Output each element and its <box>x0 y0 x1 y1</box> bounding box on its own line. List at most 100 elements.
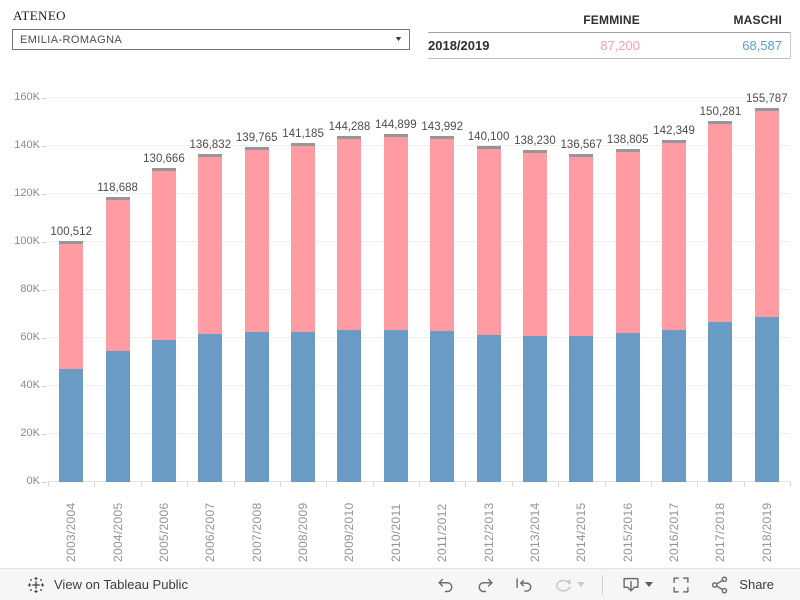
filter-label: ATENEO <box>13 8 66 23</box>
y-axis-tick <box>42 194 47 195</box>
bar-total-label: 143,992 <box>421 121 463 134</box>
column-header-femmine: FEMMINE <box>583 13 640 27</box>
bar-femmine-segment[interactable] <box>105 200 130 352</box>
bar-femmine-segment[interactable] <box>615 151 640 333</box>
bar-femmine-segment[interactable] <box>662 143 687 330</box>
stacked-bar[interactable] <box>105 197 130 482</box>
stacked-bar[interactable] <box>476 145 501 482</box>
plot-area: 100,512 118,688 130,666 136,832 139,765 141,1… <box>48 93 790 482</box>
bar-total-label: 118,688 <box>97 182 138 195</box>
gridline <box>48 385 790 386</box>
stacked-bar[interactable] <box>522 150 547 482</box>
y-axis-tick <box>42 338 47 339</box>
x-axis-label: 2012/2013 <box>465 486 511 562</box>
reset-button[interactable] <box>513 574 535 596</box>
undo-button[interactable] <box>435 574 457 596</box>
bar-cap <box>151 168 176 172</box>
bar-slot: 130,666 <box>141 98 187 482</box>
bar-femmine-segment[interactable] <box>151 171 176 341</box>
x-axis-label: 2016/2017 <box>651 486 697 562</box>
bar-maschi-segment[interactable] <box>476 334 501 482</box>
stacked-bar[interactable] <box>383 134 408 482</box>
bar-femmine-segment[interactable] <box>430 139 455 332</box>
bar-maschi-segment[interactable] <box>59 369 84 482</box>
table-divider <box>428 32 790 33</box>
bar-femmine-segment[interactable] <box>291 146 316 332</box>
reset-icon <box>516 577 532 592</box>
bar-maschi-segment[interactable] <box>198 334 223 482</box>
stacked-bar[interactable] <box>244 146 269 482</box>
y-axis-tick <box>42 290 47 291</box>
bar-femmine-segment[interactable] <box>754 111 779 318</box>
refresh-button[interactable] <box>552 574 586 596</box>
view-on-tableau-public-link[interactable]: View on Tableau Public <box>26 575 188 595</box>
fullscreen-icon <box>673 576 689 593</box>
y-axis-label: 140K <box>14 139 40 151</box>
y-axis-label: 120K <box>14 187 40 199</box>
bar-maschi-segment[interactable] <box>291 331 316 482</box>
bar-maschi-segment[interactable] <box>522 335 547 482</box>
gridline <box>48 241 790 242</box>
x-axis-tick <box>94 482 96 487</box>
stacked-bar[interactable] <box>430 136 455 482</box>
bar-maschi-segment[interactable] <box>105 351 130 482</box>
x-axis-label-text: 2005/2006 <box>156 502 171 562</box>
x-axis-label: 2003/2004 <box>48 486 94 562</box>
bar-total-label: 140,100 <box>467 130 510 143</box>
redo-button[interactable] <box>474 574 496 596</box>
bar-maschi-segment[interactable] <box>151 340 176 482</box>
gridline <box>48 145 790 146</box>
chevron-down-icon: ▼ <box>394 36 404 43</box>
stacked-bar[interactable] <box>59 240 84 482</box>
bar-maschi-segment[interactable] <box>244 332 269 482</box>
bar-maschi-segment[interactable] <box>569 336 594 482</box>
gridline <box>48 481 790 482</box>
y-axis-label: 0K <box>26 475 40 487</box>
bar-cap <box>198 153 223 157</box>
bar-maschi-segment[interactable] <box>662 329 687 482</box>
stacked-bar[interactable] <box>662 140 687 482</box>
stacked-bar[interactable] <box>198 153 223 482</box>
stacked-bar[interactable] <box>337 135 362 482</box>
bar-maschi-segment[interactable] <box>430 331 455 482</box>
bar-femmine-segment[interactable] <box>244 149 269 332</box>
y-axis-label: 60K <box>20 331 40 343</box>
bar-femmine-segment[interactable] <box>569 157 594 337</box>
bar-total-label: 150,281 <box>699 106 742 119</box>
ateneo-dropdown-value: EMILIA-ROMAGNA <box>20 33 123 46</box>
bar-total-label: 136,567 <box>560 139 603 152</box>
fullscreen-button[interactable] <box>670 574 692 596</box>
bar-femmine-segment[interactable] <box>522 153 547 336</box>
stacked-bar[interactable] <box>615 148 640 482</box>
y-axis-tick <box>42 98 47 99</box>
bar-femmine-segment[interactable] <box>383 137 408 330</box>
x-axis-label: 2014/2015 <box>558 486 604 562</box>
bar-femmine-segment[interactable] <box>198 156 223 335</box>
bar-cap <box>522 150 547 154</box>
bar-femmine-segment[interactable] <box>59 243 84 370</box>
bar-maschi-segment[interactable] <box>754 317 779 482</box>
ateneo-dropdown[interactable]: EMILIA-ROMAGNA ▼ <box>12 29 410 50</box>
y-axis-label: 100K <box>14 235 40 247</box>
stacked-bar[interactable] <box>708 121 733 482</box>
x-axis-tick <box>790 482 791 487</box>
bar-maschi-segment[interactable] <box>337 329 362 482</box>
refresh-menu-caret-icon <box>577 582 586 587</box>
bar-maschi-segment[interactable] <box>708 321 733 482</box>
stacked-bar[interactable] <box>151 168 176 482</box>
femmine-value: 87,200 <box>600 38 640 53</box>
stacked-bar[interactable] <box>569 154 594 482</box>
bar-maschi-segment[interactable] <box>383 329 408 482</box>
bar-femmine-segment[interactable] <box>337 138 362 330</box>
x-axis-label: 2013/2014 <box>512 486 558 562</box>
share-button[interactable]: Share <box>709 574 774 596</box>
x-axis-tick <box>372 482 374 487</box>
bar-femmine-segment[interactable] <box>708 124 733 322</box>
stacked-bar[interactable] <box>754 108 779 482</box>
bar-total-label: 139,765 <box>235 131 278 144</box>
bar-maschi-segment[interactable] <box>615 332 640 482</box>
stacked-bar[interactable] <box>291 143 316 482</box>
bar-femmine-segment[interactable] <box>476 148 501 335</box>
download-button[interactable] <box>620 574 654 596</box>
bar-slot: 142,349 <box>651 98 697 482</box>
